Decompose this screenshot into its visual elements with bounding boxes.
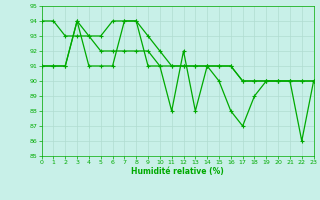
X-axis label: Humidité relative (%): Humidité relative (%) [131,167,224,176]
